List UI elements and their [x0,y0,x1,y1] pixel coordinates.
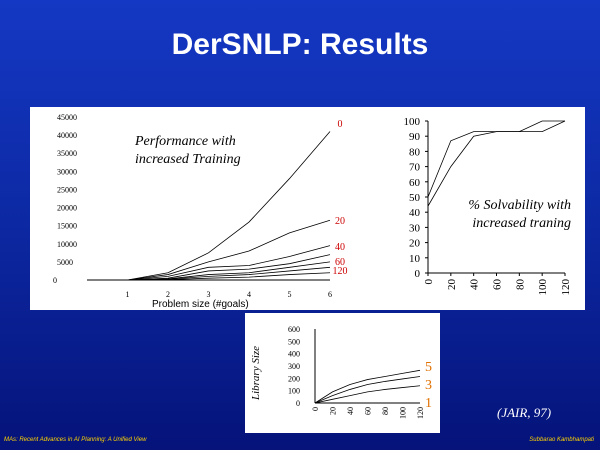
x-tick-label: 0 [423,279,435,285]
x-tick-label: 6 [328,290,332,299]
y-tick-label: 10 [409,253,421,265]
y-tick-label: 40 [409,207,421,219]
y-tick-label: 30000 [57,167,77,176]
x-tick-label: 20 [329,407,338,415]
x-tick-label: 100 [399,407,408,419]
series-line [127,245,331,281]
y-tick-label: 45000 [57,113,77,122]
series-line [314,376,421,404]
x-tick-label: 80 [514,279,526,291]
footer-author: Subbarao Kambhampati [529,437,594,443]
solvability-chart: 0 10 20 30 40 50 60 70 80 90 100 0 20 40 60 80 100 120 % S… [404,116,573,296]
series-line [427,120,566,207]
y-tick-label: 0 [296,399,300,408]
x-tick-label: 120 [560,279,572,296]
y-tick-label: 0 [415,268,421,280]
series-line [127,131,331,281]
library-size-y-axis-label: Library Size [250,346,262,401]
y-tick-label: 300 [288,362,300,371]
x-tick-label: 20 [446,279,458,291]
solvability-chart-panel: 0 10 20 30 40 50 60 70 80 90 100 0 20 40 60 80 100 120 % S… [375,107,585,310]
performance-chart: 0500010000150002000025000300003500040000… [53,113,348,310]
x-tick-label: 100 [537,279,549,296]
x-tick-label: 40 [346,407,355,415]
y-tick-label: 90 [409,131,421,143]
library-size-chart-panel: 0 100 200 300 400 500 600 0 20 40 60 80 100 120 Librar… [245,313,440,433]
performance-chart-panel: 0 5000 10000 15000 20000 25000 30000 35000 40000… [30,107,375,310]
library-series-label: 5 [425,360,432,375]
y-tick-label: 40000 [57,131,77,140]
y-tick-label: 400 [288,350,300,359]
performance-annotation-line-2: increased Training [135,152,241,167]
performance-x-axis-label: Problem size (#goals) [152,299,249,310]
solvability-annotation-line-2: increased traning [472,216,571,231]
y-tick-label: 20 [409,238,421,250]
y-tick-label: 100 [288,387,300,396]
x-tick-label: 80 [381,407,390,415]
x-tick-label: 60 [364,407,373,415]
series-line [427,120,565,198]
solvability-annotation-line-1: % Solvability with [468,198,571,213]
y-tick-label: 70 [409,162,421,174]
x-tick-label: 3 [207,290,211,299]
series-line [314,385,421,404]
y-tick-label: 500 [288,337,300,346]
x-tick-label: 0 [311,407,320,411]
x-tick-label: 4 [247,290,251,299]
library-size-chart: 0 100 200 300 400 500 600 0 20 40 60 80 100 120 Librar… [250,325,432,419]
slide-title: DerSNLP: Results [171,28,429,61]
series-label: 20 [335,216,345,227]
y-tick-label: 50 [409,192,421,204]
series-line [127,254,331,281]
series-label: 40 [335,242,345,253]
x-tick-label: 120 [416,407,425,419]
y-tick-label: 25000 [57,185,77,194]
series-label: 0 [338,119,343,130]
y-tick-label: 15000 [57,222,77,231]
y-tick-label: 0 [53,276,57,285]
x-tick-label: 60 [492,279,504,291]
y-tick-label: 60 [409,177,421,189]
series-label: 60 [335,257,345,268]
performance-annotation-line-1: Performance with [134,134,236,149]
y-tick-label: 80 [409,146,421,158]
series-line [127,272,331,281]
y-tick-label: 200 [288,374,300,383]
footer-course-title: MAs: Recent Advances in AI Planning: A U… [4,437,147,443]
y-tick-label: 10000 [57,240,77,249]
x-tick-label: 40 [469,279,481,291]
x-tick-label: 2 [166,290,170,299]
series-label: 120 [333,266,348,277]
x-tick-label: 5 [288,290,292,299]
library-series-label: 3 [425,378,432,393]
y-tick-label: 600 [288,325,300,334]
y-tick-label: 100 [404,116,421,128]
x-tick-label: 1 [126,290,130,299]
y-tick-label: 30 [409,222,421,234]
library-series-label: 1 [425,396,432,411]
y-tick-label: 5000 [57,258,73,267]
series-line [127,219,331,281]
series-line [314,369,421,404]
y-tick-label: 35000 [57,149,77,158]
citation: (JAIR, 97) [497,405,552,420]
y-tick-label: 20000 [57,204,77,213]
